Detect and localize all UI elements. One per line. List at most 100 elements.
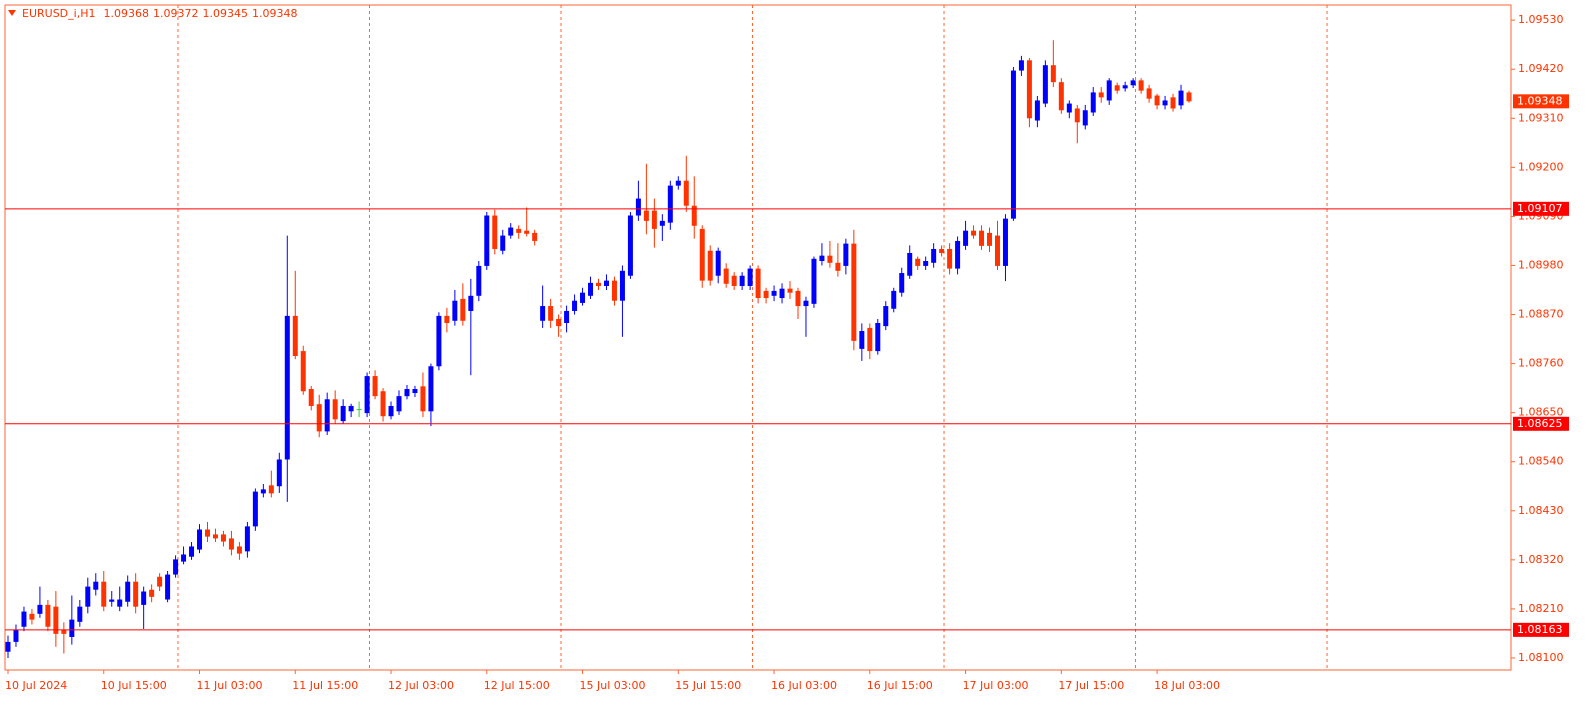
x-tick-label: 10 Jul 15:00 (101, 679, 167, 692)
candle-body (452, 300, 458, 321)
candle-body (627, 215, 633, 276)
candle-body (1122, 85, 1128, 89)
y-tick-label: 1.08980 (1518, 258, 1564, 271)
candle-body (564, 310, 570, 324)
candle-body (739, 275, 745, 286)
candle-body (244, 526, 250, 552)
candle-body (659, 220, 665, 226)
candle-body (428, 366, 434, 412)
h-line-label-bg (1513, 622, 1569, 637)
candle-body (468, 295, 474, 311)
candle-body (1170, 97, 1176, 109)
candle-body (260, 489, 266, 494)
candle-body (907, 252, 913, 276)
x-tick-label: 15 Jul 15:00 (675, 679, 741, 692)
candle-body (524, 230, 530, 234)
candle-body (779, 288, 785, 299)
candle-body (707, 250, 713, 281)
plot-frame (4, 4, 1512, 671)
candle-body (1186, 92, 1192, 102)
candle-body (45, 604, 51, 627)
y-tick-label: 1.08650 (1518, 406, 1564, 419)
candle-body (268, 485, 274, 494)
candle-body (923, 261, 929, 266)
y-tick-label: 1.09200 (1518, 160, 1564, 173)
candle-body (819, 255, 825, 262)
high: 1.09372 (153, 7, 199, 20)
candle-body (867, 327, 873, 352)
candle-body (556, 318, 562, 327)
y-tick-label: 1.08870 (1518, 308, 1564, 321)
candle-body (500, 235, 506, 251)
chart-title: EURUSD_i,H1 1.09368 1.09372 1.09345 1.09348 (22, 7, 297, 20)
candle-body (117, 599, 123, 607)
candle-body (915, 258, 921, 266)
candle-body (476, 265, 482, 296)
candle-body (412, 389, 418, 394)
candle-body (1074, 108, 1080, 123)
price-label: 1.09348 (1517, 94, 1563, 107)
candle-body (1138, 80, 1144, 91)
x-tick-label: 17 Jul 15:00 (1058, 679, 1124, 692)
candle-body (228, 538, 234, 550)
candle-body (611, 280, 617, 301)
candle-body (1154, 95, 1160, 106)
collapse-icon[interactable] (8, 10, 16, 16)
candle-body (197, 529, 203, 550)
candle-body (396, 396, 402, 412)
candle-body (1066, 103, 1072, 113)
x-tick-label: 10 Jul 2024 (5, 679, 67, 692)
candle-body (540, 306, 546, 321)
candle-body (835, 262, 841, 271)
x-tick-label: 17 Jul 03:00 (963, 679, 1029, 692)
candle-body (61, 629, 67, 634)
candle-body (93, 581, 99, 590)
candle-body (851, 243, 857, 341)
candle-body (149, 589, 155, 597)
candle-body (691, 205, 697, 226)
candle-body (931, 248, 937, 263)
candle-body (731, 275, 737, 286)
candle-body (955, 240, 961, 269)
h-line-label: 1.08163 (1517, 623, 1563, 636)
candle-body (364, 376, 370, 414)
candle-body (141, 591, 147, 605)
candle-body (1058, 82, 1064, 111)
candle-body (771, 290, 777, 296)
candle-body (5, 641, 11, 652)
candle-body (300, 351, 306, 392)
price-label-bg (1513, 94, 1569, 109)
candle-body (173, 559, 179, 575)
candle-body (1042, 65, 1048, 104)
candle-body (508, 227, 514, 236)
candle-body (101, 581, 107, 607)
x-tick-label: 11 Jul 03:00 (197, 679, 263, 692)
candle-body (53, 606, 59, 634)
candle-body (1050, 65, 1056, 83)
x-tick-label: 16 Jul 15:00 (867, 679, 933, 692)
candle-body (516, 228, 522, 233)
candle-body (29, 613, 35, 620)
candle-body (580, 292, 586, 303)
candle-body (763, 290, 769, 299)
y-tick-label: 1.08320 (1518, 553, 1564, 566)
candle-body (77, 606, 83, 622)
candle-body (1002, 218, 1008, 266)
candle-body (460, 298, 466, 321)
candle-body (675, 180, 681, 186)
candle-body (316, 404, 322, 432)
candle-body (667, 185, 673, 223)
candle-body (125, 581, 131, 602)
candle-body (436, 315, 442, 367)
candle-body (1114, 85, 1120, 91)
candle-body (1162, 100, 1168, 106)
candle-body (811, 258, 817, 304)
candle-body (979, 230, 985, 246)
x-tick-label: 11 Jul 15:00 (292, 679, 358, 692)
open: 1.09368 (103, 7, 149, 20)
candle-body (189, 546, 195, 557)
y-tick-label: 1.08430 (1518, 504, 1564, 517)
candle-body (308, 389, 314, 406)
close: 1.09348 (252, 7, 298, 20)
candle-body (994, 235, 1000, 266)
